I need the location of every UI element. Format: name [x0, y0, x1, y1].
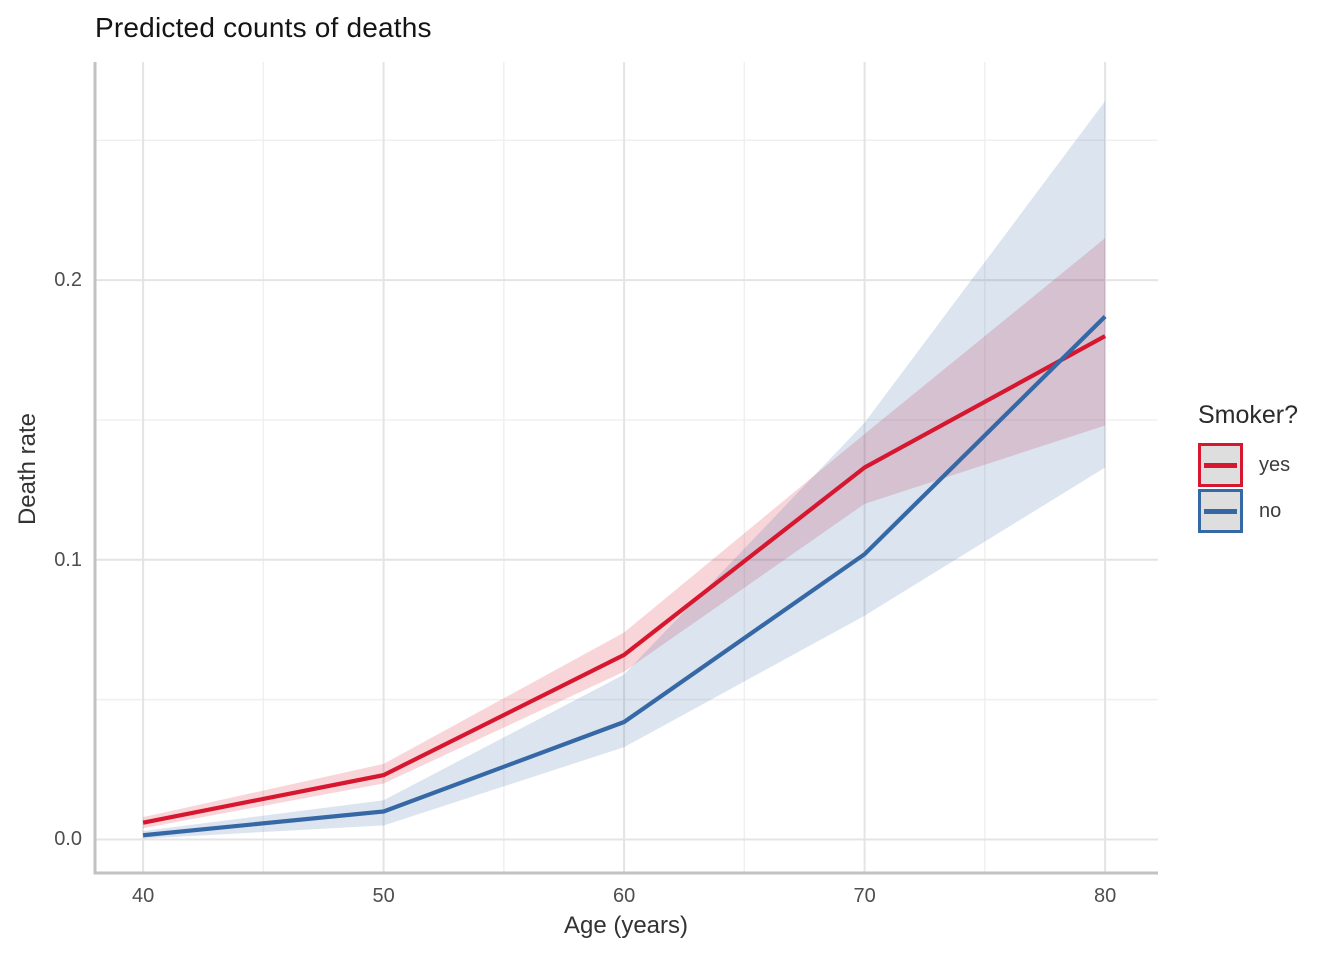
ribbon-no	[143, 101, 1106, 839]
legend-label-yes: yes	[1259, 453, 1291, 476]
x-axis-title: Age (years)	[563, 912, 689, 939]
x-tick-label: 70	[853, 885, 876, 907]
x-tick-label: 40	[131, 885, 155, 907]
ribbon-key-yes-icon	[1198, 443, 1243, 487]
line-key-no-icon	[1204, 508, 1237, 514]
line-key-yes-icon	[1204, 462, 1237, 468]
line-yes	[142, 334, 1107, 825]
y-tick-label: 0.0	[54, 828, 82, 851]
legend-item-yes: yes	[1198, 443, 1298, 487]
y-tick-label: 0.1	[54, 548, 82, 571]
legend-label-no: no	[1259, 499, 1282, 522]
legend-item-no: no	[1198, 489, 1298, 533]
x-tick-label: 50	[372, 885, 395, 907]
y-tick-label: 0.2	[54, 269, 82, 292]
legend-title: Smoker?	[1198, 401, 1299, 429]
line-no	[142, 314, 1107, 838]
x-tick-label: 80	[1093, 885, 1117, 907]
chart-title: Predicted counts of deaths	[95, 12, 432, 43]
y-axis-title: Death rate	[14, 412, 41, 526]
legend: Smoker? yes no	[1198, 401, 1298, 535]
ribbon-key-no-icon	[1198, 489, 1243, 533]
x-tick-label: 60	[612, 885, 636, 907]
